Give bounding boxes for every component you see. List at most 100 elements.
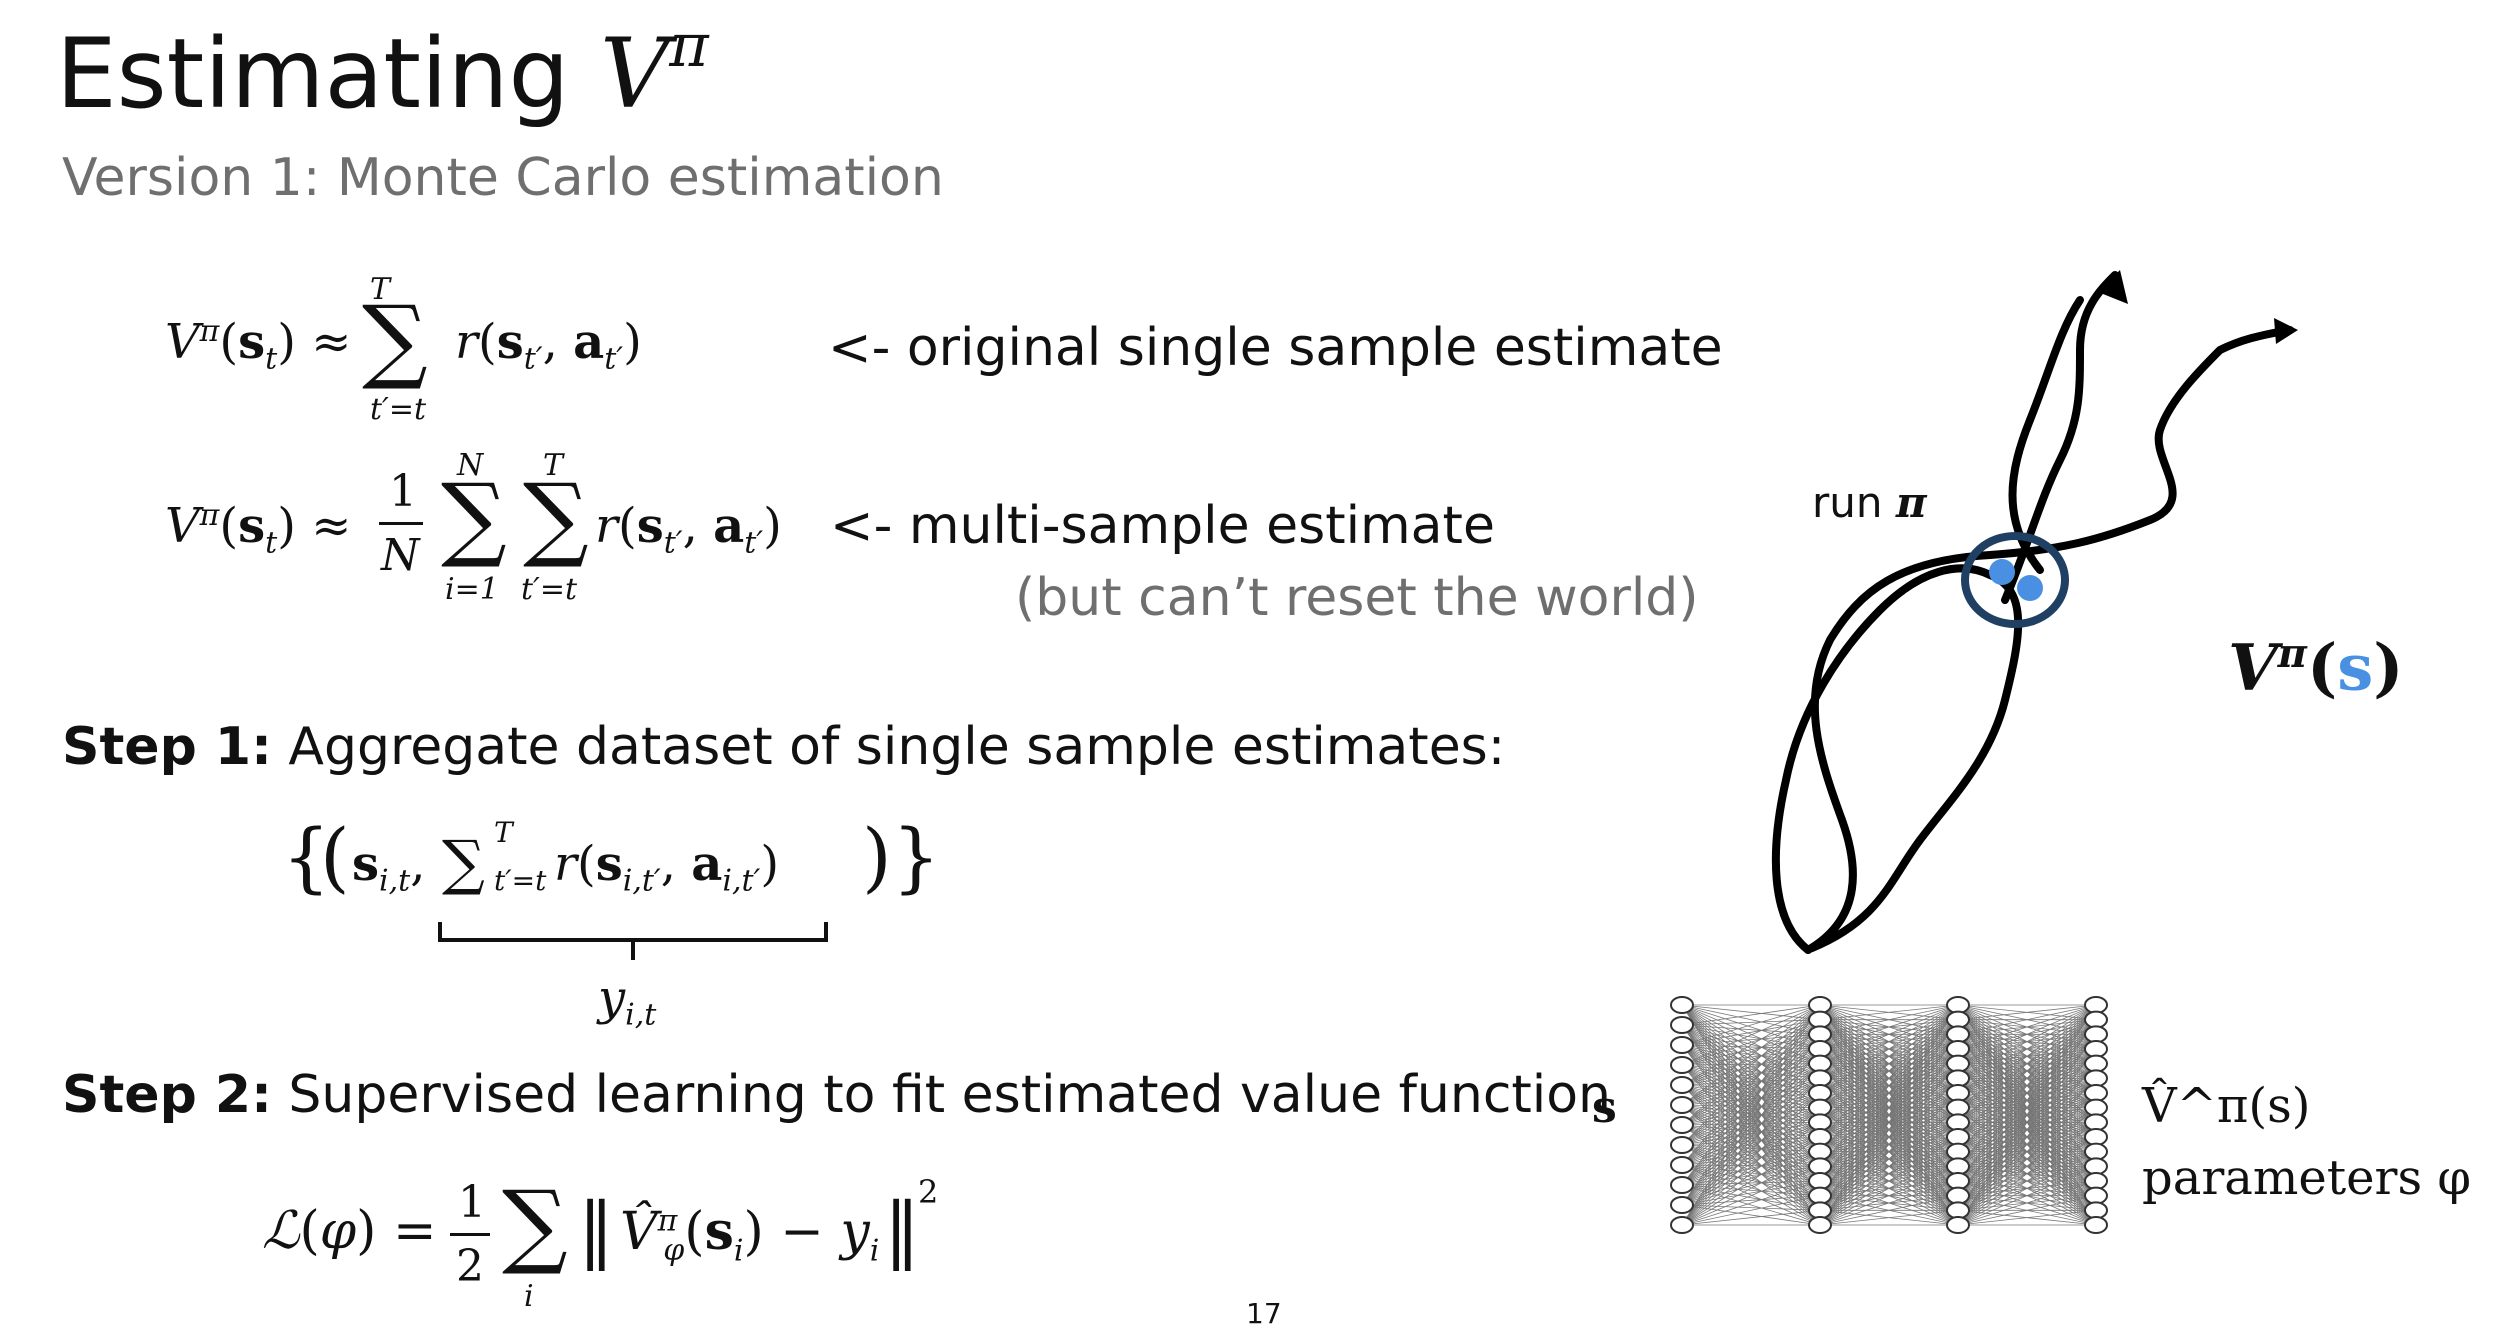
network-connection	[1681, 1044, 1821, 1138]
network-connection	[1681, 1048, 1821, 1086]
network-connection	[1957, 1078, 2097, 1226]
network-connection	[1819, 1004, 1959, 1211]
network-connection	[1681, 1064, 1821, 1226]
network-node	[1808, 1010, 1832, 1029]
network-connection	[1681, 1044, 1821, 1065]
network-node	[1670, 1036, 1694, 1054]
step-1-label: Step 1:	[62, 717, 272, 777]
network-node	[2084, 1084, 2108, 1102]
dataset-label-y: yi,t	[598, 970, 657, 1033]
network-connection	[1819, 1048, 1959, 1226]
network-connection	[1957, 1122, 2097, 1226]
network-node	[2084, 1010, 2108, 1029]
network-connection	[1681, 1044, 1821, 1226]
network-connection	[1681, 1034, 1821, 1206]
network-connection	[1681, 1104, 1821, 1211]
network-connection	[1681, 1019, 1821, 1066]
network-connection	[1957, 1165, 2097, 1226]
network-connection	[1681, 1034, 1821, 1166]
network-connection	[1819, 1180, 1959, 1226]
network-connection	[1819, 1004, 1959, 1226]
network-connection	[1681, 1104, 1821, 1226]
network-connection	[1681, 1077, 1821, 1126]
network-connection	[1957, 1209, 2097, 1226]
network-connection	[1681, 1092, 1821, 1126]
network-connection	[1681, 1092, 1821, 1146]
network-connection	[1681, 1048, 1821, 1166]
network-connection	[1681, 1084, 1821, 1226]
network-connection	[1681, 1024, 1821, 1167]
network-connection	[1681, 1164, 1821, 1226]
network-node	[1946, 1216, 1970, 1234]
network-node	[2084, 1098, 2108, 1117]
network-connection	[1681, 1104, 1821, 1197]
network-connection	[1819, 1004, 1959, 1065]
network-connection	[1819, 1107, 1959, 1226]
state-circle	[1961, 532, 2069, 628]
network-connection	[1681, 1024, 1821, 1094]
network-connection	[1681, 1209, 1821, 1226]
network-connection	[1957, 1004, 2097, 1065]
arrowhead-1	[2098, 270, 2128, 304]
slide-title: Estimating Vπ	[56, 11, 709, 130]
network-connection	[1681, 1034, 1821, 1186]
network-connection	[1819, 1151, 1959, 1226]
network-connection	[1681, 1019, 1821, 1166]
network-connection	[1681, 1044, 1821, 1050]
network-connection	[1957, 1004, 2097, 1079]
network-node	[2084, 1157, 2108, 1176]
network-node	[1946, 1069, 1970, 1088]
network-connection	[1819, 1004, 1959, 1167]
network-connection	[1681, 1004, 1821, 1026]
network-connection	[1957, 1180, 2097, 1226]
arrowhead-2	[2274, 318, 2298, 344]
network-node	[1808, 1172, 1832, 1190]
network-connection	[1681, 1024, 1821, 1123]
network-node	[1946, 1142, 1970, 1161]
network-connection	[1681, 1063, 1821, 1106]
network-connection	[1681, 1024, 1821, 1138]
network-connection	[1681, 1151, 1821, 1226]
network-node	[1808, 996, 1832, 1014]
underbrace	[438, 922, 828, 960]
network-connection	[1681, 1144, 1821, 1211]
network-connection	[1681, 1064, 1821, 1094]
network-node	[1670, 1076, 1694, 1094]
network-connection	[1957, 1004, 2097, 1211]
network-connection	[1681, 1033, 1821, 1086]
title-symbol: Vπ	[599, 11, 709, 130]
equation-dataset: { ( si,t, ∑ T t′=t r(si,t′, ai,t′) ) }	[282, 812, 941, 901]
network-connection	[1681, 1144, 1821, 1226]
network-node	[1808, 1157, 1832, 1176]
network-connection	[1819, 1004, 1959, 1050]
network-connection	[1681, 1104, 1821, 1182]
network-node	[1946, 1084, 1970, 1102]
network-node	[1946, 1128, 1970, 1146]
network-connection	[1681, 1004, 1821, 1206]
network-connection	[1681, 1063, 1821, 1206]
network-connection	[1681, 1019, 1821, 1206]
network-node	[1946, 1010, 1970, 1029]
network-connection	[1681, 1033, 1821, 1046]
network-connection	[1957, 1004, 2097, 1196]
network-connection	[1681, 1048, 1821, 1146]
trajectory-2	[1771, 564, 2023, 954]
network-connection	[1957, 1019, 2097, 1226]
network-node	[1670, 1116, 1694, 1134]
network-node	[2084, 1201, 2108, 1220]
network-node	[1670, 1016, 1694, 1034]
network-input-label: s	[1592, 1082, 1617, 1133]
title-text: Estimating	[56, 18, 600, 130]
network-connection	[1681, 1024, 1821, 1211]
network-connection	[1681, 1077, 1821, 1086]
network-connection	[1681, 1048, 1821, 1186]
network-node	[1808, 1069, 1832, 1088]
network-connection	[1681, 1024, 1821, 1182]
network-node	[1946, 1040, 1970, 1058]
network-node	[1670, 1196, 1694, 1214]
network-connection	[1681, 1004, 1821, 1186]
network-connection	[1957, 1195, 2097, 1226]
network-connection	[1681, 1063, 1821, 1126]
network-node	[1670, 996, 1694, 1014]
network-connection	[1957, 1004, 2097, 1035]
